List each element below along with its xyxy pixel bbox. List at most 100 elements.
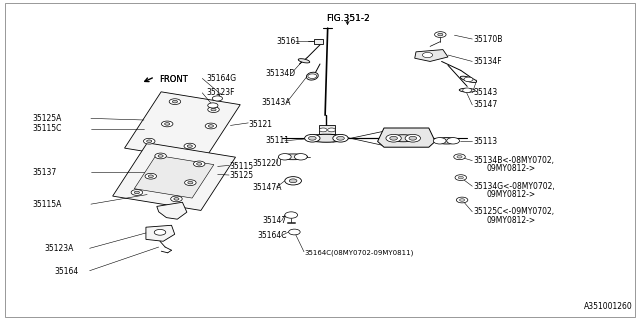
Circle shape [464, 77, 473, 82]
Circle shape [460, 199, 465, 201]
Text: 35125: 35125 [229, 172, 253, 180]
Text: 09MY0812->: 09MY0812-> [486, 164, 536, 173]
Circle shape [188, 145, 193, 148]
Text: 09MY0812->: 09MY0812-> [486, 216, 536, 225]
Text: 35111: 35111 [266, 136, 289, 145]
Text: 35143A: 35143A [262, 98, 291, 107]
Text: FRONT: FRONT [159, 76, 188, 84]
Text: 35147A: 35147A [252, 183, 282, 192]
Circle shape [164, 123, 170, 125]
Text: 35164C: 35164C [257, 231, 287, 240]
Circle shape [205, 123, 217, 129]
Text: 35113: 35113 [474, 137, 498, 146]
Circle shape [188, 181, 193, 184]
Circle shape [308, 74, 317, 78]
Circle shape [319, 128, 327, 132]
Circle shape [457, 156, 462, 158]
Polygon shape [319, 125, 335, 134]
Ellipse shape [390, 135, 416, 142]
Ellipse shape [279, 154, 307, 160]
Text: 35115: 35115 [229, 162, 253, 171]
Circle shape [148, 175, 154, 178]
Circle shape [174, 198, 179, 200]
Polygon shape [378, 128, 435, 147]
Circle shape [209, 125, 214, 127]
Ellipse shape [435, 138, 459, 144]
Circle shape [458, 176, 463, 179]
Polygon shape [113, 143, 236, 211]
Text: 35143: 35143 [474, 88, 498, 97]
Circle shape [305, 134, 320, 142]
Circle shape [193, 161, 205, 167]
Circle shape [211, 108, 216, 111]
Circle shape [447, 138, 460, 144]
Text: FIG.351-2: FIG.351-2 [326, 14, 369, 23]
Text: 35134F: 35134F [474, 57, 502, 66]
Circle shape [289, 179, 297, 183]
Text: 35134D: 35134D [266, 69, 296, 78]
Text: FRONT: FRONT [159, 76, 188, 84]
Text: 35164: 35164 [54, 267, 79, 276]
Text: 35121: 35121 [248, 120, 273, 129]
Circle shape [184, 143, 196, 149]
Circle shape [171, 196, 182, 202]
Polygon shape [134, 155, 214, 198]
Circle shape [208, 107, 220, 112]
Ellipse shape [298, 59, 310, 63]
Circle shape [184, 180, 196, 186]
Circle shape [390, 136, 397, 140]
Circle shape [294, 154, 307, 160]
Ellipse shape [460, 76, 477, 83]
Text: 35164G: 35164G [206, 74, 236, 83]
Circle shape [145, 173, 157, 179]
Circle shape [196, 163, 202, 165]
Text: 35125C<-09MY0702,: 35125C<-09MY0702, [474, 207, 555, 216]
Circle shape [278, 154, 291, 160]
Circle shape [386, 134, 401, 142]
Circle shape [289, 229, 300, 235]
Circle shape [169, 99, 180, 105]
Circle shape [212, 96, 223, 101]
Text: 35123F: 35123F [206, 88, 235, 97]
Text: 35164C(08MY0702-09MY0811): 35164C(08MY0702-09MY0811) [304, 250, 413, 256]
Text: 35147: 35147 [262, 216, 287, 225]
Circle shape [285, 212, 298, 218]
Circle shape [155, 153, 166, 159]
Circle shape [208, 103, 218, 108]
Circle shape [409, 136, 417, 140]
Polygon shape [125, 92, 240, 161]
Circle shape [308, 136, 316, 140]
Circle shape [143, 138, 155, 144]
Text: 35134G<-08MY0702,: 35134G<-08MY0702, [474, 182, 556, 191]
Circle shape [131, 189, 143, 195]
Circle shape [328, 128, 335, 132]
Text: 35115C: 35115C [32, 124, 61, 133]
Circle shape [433, 138, 446, 144]
Ellipse shape [307, 134, 346, 142]
Text: 35134B<-08MY0702,: 35134B<-08MY0702, [474, 156, 555, 165]
Text: 35161: 35161 [276, 37, 301, 46]
Polygon shape [157, 202, 187, 219]
Circle shape [456, 197, 468, 203]
Text: 35122U: 35122U [252, 159, 282, 168]
Polygon shape [314, 39, 323, 44]
Circle shape [158, 155, 163, 157]
Text: 35115A: 35115A [32, 200, 61, 209]
Circle shape [455, 175, 467, 180]
Circle shape [405, 134, 420, 142]
Circle shape [285, 177, 301, 185]
Circle shape [454, 154, 465, 160]
Circle shape [172, 100, 177, 103]
Circle shape [147, 140, 152, 142]
Circle shape [463, 88, 472, 92]
Text: 09MY0812->: 09MY0812-> [486, 190, 536, 199]
Polygon shape [146, 225, 175, 241]
Circle shape [154, 229, 166, 235]
Circle shape [438, 33, 443, 36]
Text: 35147: 35147 [474, 100, 498, 109]
Circle shape [422, 52, 433, 58]
Circle shape [435, 32, 446, 37]
Text: 35123A: 35123A [45, 244, 74, 253]
Circle shape [161, 121, 173, 127]
Text: 35137: 35137 [32, 168, 56, 177]
